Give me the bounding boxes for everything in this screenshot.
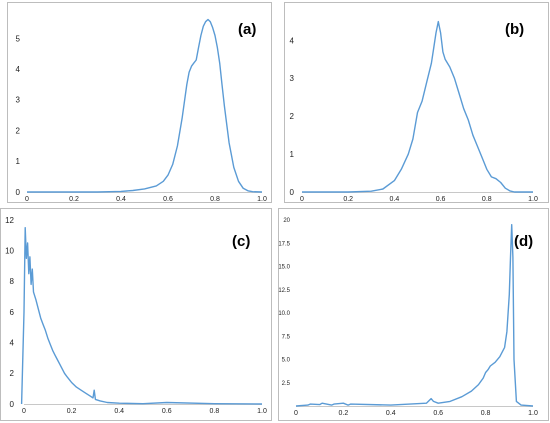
x-tick-label: 0.2 bbox=[67, 408, 77, 415]
panel-border bbox=[278, 208, 549, 421]
y-tick-label: 12 bbox=[5, 216, 14, 225]
y-tick-label: 2 bbox=[10, 369, 15, 378]
x-tick-label: 0.8 bbox=[210, 408, 220, 415]
panel-label: (a) bbox=[238, 21, 256, 38]
y-tick-label: 0 bbox=[290, 188, 295, 197]
panel-border bbox=[7, 2, 272, 203]
y-tick-label: 12.5 bbox=[278, 288, 290, 294]
y-tick-label: 10 bbox=[5, 246, 14, 255]
x-tick-label: 0.4 bbox=[114, 408, 124, 415]
series-line bbox=[295, 223, 534, 407]
y-tick-label: 3 bbox=[16, 96, 21, 105]
x-tick-label: 0 bbox=[294, 410, 298, 417]
y-tick-label: 3 bbox=[290, 74, 295, 83]
x-tick-label: 1.0 bbox=[257, 408, 267, 415]
y-tick-label: 1 bbox=[290, 150, 295, 159]
x-tick-label: 0.6 bbox=[436, 196, 446, 203]
panel-a: 0 0.2 0.4 0.6 0.8 1.0 0 1 2 3 4 5 (a) bbox=[7, 2, 272, 203]
x-tick-label: 0.8 bbox=[210, 196, 220, 203]
y-tick-label: 8 bbox=[10, 277, 15, 286]
x-tick-label: 0.4 bbox=[116, 196, 126, 203]
y-tick-label: 10.0 bbox=[278, 311, 290, 317]
x-tick-label: 0.4 bbox=[390, 196, 400, 203]
y-tick-label: 7.5 bbox=[282, 334, 291, 340]
y-tick-label: 6 bbox=[10, 308, 15, 317]
panel-d: 0 0.2 0.4 0.6 0.8 1.0 2.5 5.0 7.5 10.0 12.5 15.0 17.… bbox=[278, 208, 549, 421]
x-tick-label: 0.2 bbox=[339, 410, 349, 417]
x-tick-label: 0 bbox=[22, 408, 26, 415]
x-tick-label: 0.2 bbox=[69, 196, 79, 203]
y-tick-label: 4 bbox=[16, 65, 21, 74]
panel-border bbox=[284, 2, 549, 203]
panel-b: 0 0.2 0.4 0.6 0.8 1.0 0 1 2 3 4 (b) bbox=[284, 2, 549, 203]
y-tick-label: 0 bbox=[16, 188, 21, 197]
x-tick-label: 0.6 bbox=[433, 410, 443, 417]
y-tick-label: 0 bbox=[10, 400, 15, 409]
y-tick-label: 2 bbox=[290, 112, 295, 121]
y-tick-label: 2 bbox=[16, 126, 21, 135]
x-tick-label: 0.8 bbox=[481, 410, 491, 417]
y-tick-label: 4 bbox=[10, 338, 15, 347]
x-tick-label: 0.4 bbox=[386, 410, 396, 417]
panel-label: (b) bbox=[505, 21, 524, 38]
series-line bbox=[20, 226, 263, 405]
y-tick-label: 20 bbox=[283, 218, 290, 224]
x-tick-label: 0 bbox=[25, 196, 29, 203]
x-tick-label: 0.6 bbox=[163, 196, 173, 203]
y-tick-label: 1 bbox=[16, 157, 21, 166]
x-tick-label: 0.6 bbox=[162, 408, 172, 415]
x-tick-label: 0 bbox=[300, 196, 304, 203]
y-tick-label: 5 bbox=[16, 34, 21, 43]
panel-c: 0 0.2 0.4 0.6 0.8 1.0 0 2 4 6 8 10 12 (c) bbox=[0, 208, 272, 421]
panel-label: (d) bbox=[514, 233, 533, 250]
y-tick-label: 17.5 bbox=[278, 241, 290, 247]
y-tick-label: 15.0 bbox=[278, 265, 290, 271]
panel-border bbox=[0, 208, 272, 421]
x-tick-label: 1.0 bbox=[528, 196, 538, 203]
y-tick-label: 2.5 bbox=[282, 381, 291, 387]
x-tick-label: 0.2 bbox=[343, 196, 353, 203]
panel-label: (c) bbox=[232, 233, 250, 250]
y-tick-label: 5.0 bbox=[282, 358, 291, 364]
x-tick-label: 1.0 bbox=[257, 196, 267, 203]
x-tick-label: 0.8 bbox=[482, 196, 492, 203]
y-tick-label: 4 bbox=[290, 36, 295, 45]
series-line bbox=[27, 18, 263, 193]
x-tick-label: 1.0 bbox=[528, 410, 538, 417]
series-line bbox=[302, 20, 533, 193]
